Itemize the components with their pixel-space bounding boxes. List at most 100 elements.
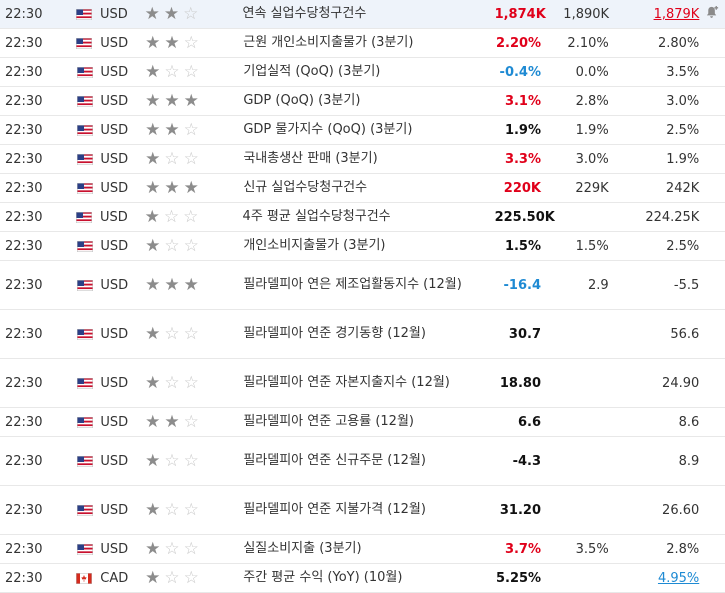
calendar-row[interactable]: 22:30 USD ★ ☆ ☆ 국내총생산 판매 (3분기) 3.3% 3.0% 1… bbox=[0, 145, 725, 174]
actual-value: 30.7 bbox=[508, 326, 541, 342]
calendar-row[interactable]: 22:30 USD ★ ☆ ☆ 필라델피아 연준 경기동향 (12월) 30.7 5… bbox=[0, 310, 725, 359]
star-filled-icon: ★ bbox=[145, 119, 161, 140]
star-empty-icon: ☆ bbox=[183, 206, 199, 227]
currency-code: USD bbox=[100, 414, 129, 430]
event-name[interactable]: 필라델피아 연준 자본지출지수 (12월) bbox=[243, 375, 450, 390]
importance-stars: ★ ★ ☆ bbox=[145, 119, 243, 140]
currency-code: USD bbox=[100, 93, 129, 109]
importance-stars: ★ ★ ☆ bbox=[145, 32, 243, 53]
calendar-row[interactable]: 22:30 USD ★ ★ ★ 신규 실업수당청구건수 220K 229K 242K bbox=[0, 174, 725, 203]
importance-stars: ★ ☆ ☆ bbox=[145, 501, 243, 519]
previous-value: 2.5% bbox=[666, 122, 700, 138]
event-name[interactable]: 근원 개인소비지출물가 (3분기) bbox=[243, 35, 414, 50]
forecast-value: 2.9 bbox=[588, 277, 609, 293]
actual-value: 220K bbox=[503, 180, 541, 196]
actual-value: 3.1% bbox=[504, 93, 541, 109]
star-filled-icon: ★ bbox=[145, 411, 161, 432]
star-filled-icon: ★ bbox=[164, 90, 180, 111]
event-time: 22:30 bbox=[5, 151, 43, 167]
calendar-row[interactable]: 22:30 USD ★ ★ ★ 필라델피아 연은 제조업활동지수 (12월) -16… bbox=[0, 261, 725, 310]
calendar-row[interactable]: 22:30 USD ★ ★ ☆ 연속 실업수당청구건수 1,874K 1,890K … bbox=[0, 0, 725, 29]
calendar-row[interactable]: 22:30 USD ★ ☆ ☆ 기업실적 (QoQ) (3분기) -0.4% 0.0… bbox=[0, 58, 725, 87]
forecast-value: 2.8% bbox=[575, 93, 609, 109]
event-time: 22:30 bbox=[5, 180, 43, 196]
star-empty-icon: ☆ bbox=[183, 538, 199, 559]
star-empty-icon: ☆ bbox=[183, 3, 199, 24]
calendar-row[interactable]: 22:30 USD ★ ☆ ☆ 4주 평균 실업수당청구건수 225.50K 224… bbox=[0, 203, 725, 232]
event-name[interactable]: 신규 실업수당청구건수 bbox=[243, 180, 368, 195]
event-time: 22:30 bbox=[5, 209, 43, 225]
star-filled-icon: ★ bbox=[145, 177, 161, 198]
star-empty-icon: ☆ bbox=[163, 206, 180, 227]
us-flag-icon bbox=[76, 543, 101, 555]
event-time: 22:30 bbox=[5, 502, 43, 518]
previous-value: 2.5% bbox=[666, 238, 700, 254]
actual-value: 1.5% bbox=[504, 238, 541, 254]
calendar-row[interactable]: 22:30 CAD ★ ☆ ☆ 주간 평균 수익 (YoY) (10월) 5.25%… bbox=[0, 564, 725, 593]
us-flag-icon bbox=[76, 182, 101, 194]
calendar-row[interactable]: 22:30 USD ★ ★ ☆ 근원 개인소비지출물가 (3분기) 2.20% 2.… bbox=[0, 29, 725, 58]
calendar-row[interactable]: 22:30 USD ★ ☆ ☆ 필라델피아 연준 자본지출지수 (12월) 18.8… bbox=[0, 359, 725, 408]
event-name[interactable]: 4주 평균 실업수당청구건수 bbox=[242, 209, 391, 224]
event-name[interactable]: 필라델피아 연은 제조업활동지수 (12월) bbox=[243, 277, 462, 292]
event-time: 22:30 bbox=[5, 570, 43, 586]
star-empty-icon: ☆ bbox=[183, 323, 199, 344]
currency-code: USD bbox=[100, 453, 129, 469]
previous-value: 56.6 bbox=[670, 326, 700, 342]
currency-code: USD bbox=[100, 277, 129, 293]
star-filled-icon: ★ bbox=[164, 32, 180, 53]
calendar-row[interactable]: 22:30 USD ★ ★ ☆ 필라델피아 연준 고용률 (12월) 6.6 8.6 bbox=[0, 408, 725, 437]
currency-code: CAD bbox=[100, 570, 129, 586]
calendar-row[interactable]: 22:30 USD ★ ☆ ☆ 실질소비지출 (3분기) 3.7% 3.5% 2.8… bbox=[0, 535, 725, 564]
star-filled-icon: ★ bbox=[164, 411, 180, 432]
star-filled-icon: ★ bbox=[144, 3, 160, 24]
event-name[interactable]: 개인소비지출물가 (3분기) bbox=[243, 238, 386, 253]
event-name[interactable]: 필라델피아 연준 고용률 (12월) bbox=[243, 414, 414, 429]
calendar-row[interactable]: 22:30 USD ★ ☆ ☆ 필라델피아 연준 지불가격 (12월) 31.20 … bbox=[0, 486, 725, 535]
calendar-row[interactable]: 22:30 USD ★ ★ ☆ GDP 물가지수 (QoQ) (3분기) 1.9% … bbox=[0, 116, 725, 145]
event-time: 22:30 bbox=[5, 122, 43, 138]
calendar-row[interactable]: 22:30 USD ★ ★ ★ GDP (QoQ) (3분기) 3.1% 2.8% … bbox=[0, 87, 725, 116]
event-name[interactable]: 국내총생산 판매 (3분기) bbox=[243, 151, 378, 166]
forecast-value: 1.5% bbox=[575, 238, 609, 254]
event-time: 22:30 bbox=[5, 326, 43, 342]
event-time: 22:30 bbox=[5, 35, 43, 51]
us-flag-icon bbox=[76, 328, 101, 340]
event-time: 22:30 bbox=[5, 375, 43, 391]
actual-value: -0.4% bbox=[499, 64, 541, 80]
event-name[interactable]: GDP 물가지수 (QoQ) (3분기) bbox=[243, 122, 413, 137]
event-time: 22:30 bbox=[5, 93, 43, 109]
event-name[interactable]: GDP (QoQ) (3분기) bbox=[243, 93, 361, 108]
event-name[interactable]: 기업실적 (QoQ) (3분기) bbox=[243, 64, 381, 79]
event-name[interactable]: 필라델피아 연준 지불가격 (12월) bbox=[243, 502, 426, 517]
star-empty-icon: ☆ bbox=[183, 119, 199, 140]
star-empty-icon: ☆ bbox=[164, 61, 180, 82]
star-filled-icon: ★ bbox=[145, 538, 161, 559]
event-name[interactable]: 연속 실업수당청구건수 bbox=[242, 6, 367, 21]
currency-code: USD bbox=[100, 64, 129, 80]
forecast-value: 229K bbox=[575, 180, 609, 196]
forecast-value: 3.0% bbox=[575, 151, 609, 167]
star-empty-icon: ☆ bbox=[164, 372, 180, 393]
calendar-row[interactable]: 22:30 USD ★ ☆ ☆ 개인소비지출물가 (3분기) 1.5% 1.5% 2… bbox=[0, 232, 725, 261]
event-name[interactable]: 필라델피아 연준 경기동향 (12월) bbox=[243, 326, 426, 341]
actual-value: 3.7% bbox=[504, 541, 541, 557]
calendar-row[interactable]: 22:30 USD ★ ☆ ☆ 필라델피아 연준 신규주문 (12월) -4.3 8… bbox=[0, 437, 725, 486]
event-name[interactable]: 실질소비지출 (3분기) bbox=[243, 541, 362, 556]
actual-value: 1,874K bbox=[494, 6, 546, 22]
actual-value: 1.9% bbox=[504, 122, 541, 138]
us-flag-icon bbox=[76, 377, 101, 389]
importance-stars: ★ ☆ ☆ bbox=[145, 372, 243, 393]
actual-value: 5.25% bbox=[495, 570, 542, 586]
event-name[interactable]: 필라델피아 연준 신규주문 (12월) bbox=[243, 453, 426, 468]
star-filled-icon: ★ bbox=[145, 235, 161, 256]
actual-value: 2.20% bbox=[495, 35, 542, 51]
star-filled-icon: ★ bbox=[183, 274, 199, 295]
importance-stars: ★ ★ ★ bbox=[145, 90, 243, 111]
add-alert-bell-icon[interactable] bbox=[705, 5, 720, 24]
event-name[interactable]: 주간 평균 수익 (YoY) (10월) bbox=[243, 570, 403, 585]
previous-value: -5.5 bbox=[673, 277, 700, 293]
star-filled-icon: ★ bbox=[145, 148, 161, 169]
star-empty-icon: ☆ bbox=[164, 323, 180, 344]
importance-stars: ★ ☆ ☆ bbox=[145, 538, 243, 559]
